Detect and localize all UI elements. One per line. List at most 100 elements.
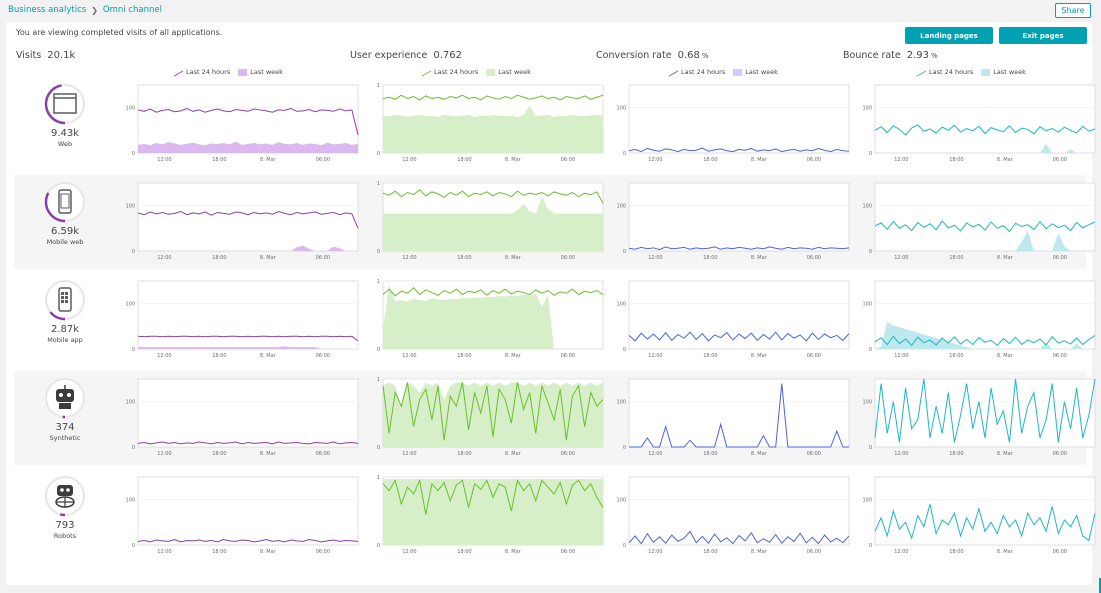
legend-item-last-24-hours[interactable]: Last 24 hours [422, 67, 478, 77]
x-tick-label: 8. Mar [997, 451, 1014, 457]
app-gauge[interactable] [44, 181, 86, 223]
app-label: Robots [53, 532, 77, 540]
legend-bounce: Last 24 hours Last week [917, 67, 1026, 77]
chart-visits-4[interactable]: 100 0 12:00 18:00 8. Mar 06:00 [124, 378, 364, 459]
exit-pages-button[interactable]: Exit pages [999, 27, 1087, 44]
series-last-week-area [875, 143, 1095, 153]
app-gauge[interactable] [44, 83, 86, 125]
series-last-24-hours-line [628, 530, 850, 545]
y-tick-label: 0 [869, 249, 872, 255]
chart-conv-3[interactable]: 100 0 12:00 18:00 8. Mar 06:00 [615, 280, 855, 361]
chart-bounce-5[interactable]: 100 0 12:00 18:00 8. Mar 06:00 [861, 476, 1101, 557]
legend-item-last-week[interactable]: Last week [981, 68, 1026, 76]
x-tick-label: 12:00 [157, 353, 171, 359]
series-last-24-hours-line [628, 147, 850, 153]
share-button[interactable]: Share [1055, 3, 1091, 18]
chart-visits-3[interactable]: 100 0 12:00 18:00 8. Mar 06:00 [124, 280, 364, 361]
y-tick-label: 100 [862, 302, 872, 308]
x-tick-label: 8. Mar [505, 353, 522, 359]
chart-svg: 100 0 12:00 18:00 8. Mar 06:00 [125, 182, 359, 261]
legend-item-last-week[interactable]: Last week [486, 68, 531, 76]
chart-ux-4[interactable]: 1 0 12:00 18:00 8. Mar 06:00 [369, 377, 609, 459]
series-last-24-hours-line [382, 94, 604, 101]
chart-svg: 100 0 12:00 18:00 8. Mar 06:00 [862, 476, 1096, 555]
y-tick-label: 100 [125, 498, 135, 504]
x-tick-label: 06:00 [316, 549, 330, 555]
x-tick-label: 8. Mar [997, 353, 1014, 359]
series-last-24-hours-line [137, 539, 359, 543]
app-visit-count: 793 [55, 520, 75, 531]
x-tick-label: 06:00 [561, 157, 575, 163]
legend-line-swatch [422, 67, 431, 77]
chart-bounce-3[interactable]: 100 0 12:00 18:00 8. Mar 06:00 [861, 280, 1101, 361]
chart-conv-4[interactable]: 100 0 12:00 18:00 8. Mar 06:00 [615, 378, 855, 459]
chart-ux-5[interactable]: 1 0 12:00 18:00 8. Mar 06:00 [369, 475, 609, 557]
x-tick-label: 06:00 [807, 549, 821, 555]
chart-bounce-2[interactable]: 100 0 12:00 18:00 8. Mar 06:00 [861, 182, 1101, 263]
chart-bounce-4[interactable]: 100 0 12:00 18:00 8. Mar 06:00 [861, 378, 1101, 459]
landing-pages-button[interactable]: Landing pages [905, 27, 993, 44]
x-tick-label: 12:00 [648, 157, 662, 163]
breadcrumb-item-omni-channel[interactable]: Omni channel [102, 5, 162, 15]
legend-item-last-week[interactable]: Last week [238, 68, 283, 76]
x-tick-label: 18:00 [212, 157, 226, 163]
chart-ux-1[interactable]: 1 0 12:00 18:00 8. Mar 06:00 [369, 83, 609, 165]
chart-visits-1[interactable]: 100 0 12:00 18:00 8. Mar 06:00 [124, 84, 364, 165]
x-tick-label: 18:00 [949, 353, 963, 359]
chart-conv-2[interactable]: 100 0 12:00 18:00 8. Mar 06:00 [615, 182, 855, 263]
y-tick-label: 1 [377, 83, 380, 89]
app-gauge[interactable] [44, 279, 86, 321]
metric-conversion-rate: Conversion rate 0.68% [596, 50, 709, 61]
chart-ux-2[interactable]: 1 0 12:00 18:00 8. Mar 06:00 [369, 181, 609, 263]
x-tick-label: 06:00 [316, 451, 330, 457]
chart-visits-2[interactable]: 100 0 12:00 18:00 8. Mar 06:00 [124, 182, 364, 263]
series-last-24-hours-line [137, 335, 359, 342]
x-tick-label: 06:00 [316, 353, 330, 359]
top-bar: Business analytics ❯ Omni channel Share [0, 0, 1101, 22]
chart-visits-5[interactable]: 100 0 12:00 18:00 8. Mar 06:00 [124, 476, 364, 557]
y-tick-label: 0 [377, 249, 380, 255]
legend-item-last-24-hours[interactable]: Last 24 hours [669, 67, 725, 77]
legend-item-last-24-hours[interactable]: Last 24 hours [174, 67, 230, 77]
chart-conv-5[interactable]: 100 0 12:00 18:00 8. Mar 06:00 [615, 476, 855, 557]
y-tick-label: 100 [616, 498, 626, 504]
series-last-week-area [138, 346, 358, 349]
y-tick-label: 100 [616, 204, 626, 210]
scrollbar[interactable] [1099, 578, 1101, 593]
y-tick-label: 0 [623, 543, 626, 549]
x-tick-label: 06:00 [1053, 353, 1067, 359]
x-tick-label: 8. Mar [260, 255, 277, 261]
series-last-24-hours-line [382, 189, 604, 204]
metric-value: 20.1k [47, 50, 76, 61]
x-tick-label: 12:00 [648, 451, 662, 457]
x-tick-label: 06:00 [316, 157, 330, 163]
x-tick-label: 18:00 [703, 451, 717, 457]
legend-item-last-week[interactable]: Last week [733, 68, 778, 76]
breadcrumb: Business analytics ❯ Omni channel [8, 5, 162, 15]
x-tick-label: 12:00 [402, 255, 416, 261]
series-last-24-hours-line [874, 504, 1096, 542]
legend-conv: Last 24 hours Last week [669, 67, 778, 77]
breadcrumb-item-business-analytics[interactable]: Business analytics [8, 5, 87, 15]
chart-ux-3[interactable]: 1 0 12:00 18:00 8. Mar 06:00 [369, 279, 609, 361]
legend-ux: Last 24 hours Last week [422, 67, 531, 77]
legend-label: Last 24 hours [929, 68, 974, 76]
chart-svg: 1 0 12:00 18:00 8. Mar 06:00 [377, 181, 604, 261]
x-tick-label: 8. Mar [505, 549, 522, 555]
metric-label: Bounce rate [843, 50, 901, 61]
app-gauge[interactable] [44, 475, 86, 517]
x-tick-label: 12:00 [648, 353, 662, 359]
chart-conv-1[interactable]: 100 0 12:00 18:00 8. Mar 06:00 [615, 84, 855, 165]
x-tick-label: 18:00 [703, 549, 717, 555]
x-tick-label: 8. Mar [260, 353, 277, 359]
chart-bounce-1[interactable]: 100 0 12:00 18:00 8. Mar 06:00 [861, 84, 1101, 165]
metric-label: Conversion rate [596, 50, 672, 61]
legend-item-last-24-hours[interactable]: Last 24 hours [917, 67, 974, 77]
x-tick-label: 8. Mar [997, 157, 1014, 163]
legend-area-swatch [238, 68, 248, 76]
chart-svg: 100 0 12:00 18:00 8. Mar 06:00 [862, 378, 1096, 457]
app-row-mobile-web: 6.59k Mobile web 100 0 12:00 18:00 8. Mar 06:00… [14, 175, 1096, 269]
robot-synthetic-icon [45, 378, 85, 419]
x-tick-label: 06:00 [807, 157, 821, 163]
app-gauge[interactable] [44, 377, 86, 419]
